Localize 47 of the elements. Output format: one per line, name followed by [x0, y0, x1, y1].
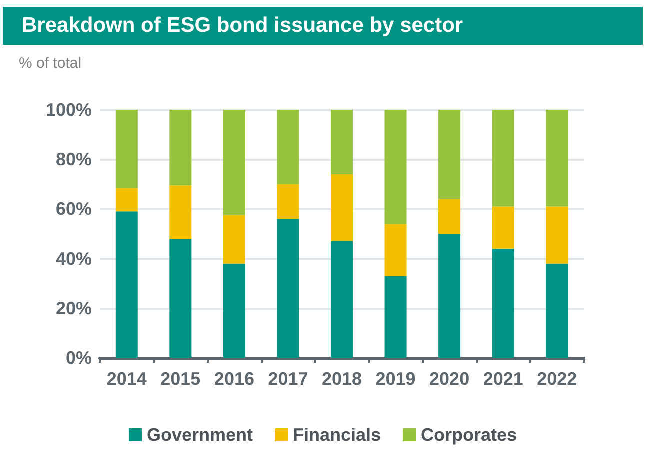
- legend-label: Financials: [292, 425, 382, 445]
- bar: [331, 110, 353, 174]
- y-tick-label: 20%: [56, 298, 92, 318]
- y-tick-label: 40%: [56, 248, 92, 269]
- bar: [116, 110, 138, 188]
- bar: [492, 110, 514, 207]
- x-tick-label: 2020: [430, 369, 470, 389]
- bar: [170, 238, 192, 358]
- bar: [116, 212, 138, 358]
- bar: [438, 199, 461, 234]
- bar: [492, 248, 514, 358]
- bar: [277, 110, 300, 184]
- bar: [546, 110, 568, 207]
- bar: [331, 174, 353, 242]
- bar: [170, 186, 192, 239]
- y-tick-label: 100%: [46, 100, 92, 120]
- bar: [223, 264, 246, 358]
- chart-title: Breakdown of ESG bond issuance by sector: [3, 7, 643, 45]
- bar: [277, 184, 300, 220]
- bar: [546, 206, 568, 264]
- y-tick-label: 80%: [56, 150, 92, 170]
- x-tick-label: 2022: [537, 369, 578, 389]
- x-tick-label: 2019: [376, 369, 416, 389]
- bar: [438, 234, 461, 358]
- x-tick-label: 2018: [322, 369, 362, 389]
- bar: [438, 110, 461, 200]
- bar: [170, 110, 192, 186]
- legend-label: Corporates: [421, 425, 518, 445]
- x-tick-label: 2021: [483, 369, 524, 389]
- bar: [492, 206, 514, 249]
- y-axis-title: % of total: [19, 55, 82, 72]
- y-tick-label: 0%: [66, 348, 92, 368]
- y-tick-label: 60%: [56, 199, 92, 220]
- x-tick-label: 2014: [106, 369, 147, 389]
- bar: [277, 219, 300, 358]
- bar: [223, 110, 246, 216]
- bar: [546, 264, 568, 358]
- bar: [331, 241, 353, 358]
- bar: [223, 215, 246, 264]
- bar: [384, 276, 407, 358]
- bar: [116, 188, 138, 212]
- x-tick-label: 2017: [268, 369, 308, 389]
- bar: [384, 110, 407, 224]
- x-tick-label: 2016: [214, 369, 254, 389]
- legend-label: Government: [146, 425, 253, 445]
- bar: [384, 224, 407, 276]
- x-tick-label: 2015: [160, 369, 201, 389]
